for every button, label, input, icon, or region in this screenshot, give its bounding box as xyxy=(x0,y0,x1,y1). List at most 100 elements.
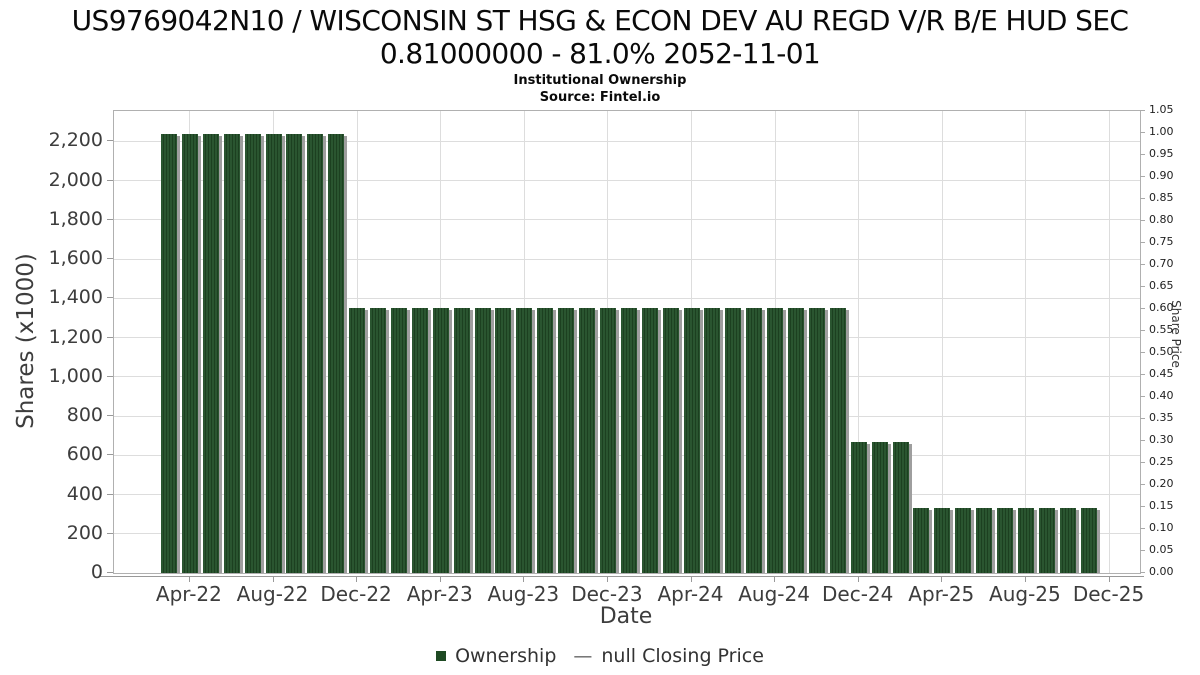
left-tick-mark xyxy=(107,336,113,338)
right-tick-mark xyxy=(1140,308,1145,309)
ownership-bar xyxy=(181,133,198,573)
ownership-bar xyxy=(495,308,512,573)
x-tick-label: Apr-22 xyxy=(155,582,222,606)
right-tick-mark xyxy=(1140,396,1145,397)
right-tick-mark xyxy=(1140,154,1145,155)
left-tick-label: 600 xyxy=(66,443,103,466)
right-tick-label: 0.65 xyxy=(1149,279,1174,292)
x-tick-mark xyxy=(941,577,943,582)
x-tick-mark xyxy=(523,577,525,582)
x-tick-mark xyxy=(1024,577,1026,582)
ownership-bar xyxy=(516,308,533,573)
right-tick-mark xyxy=(1140,176,1145,177)
right-tick-mark xyxy=(1140,506,1145,507)
vertical-gridline xyxy=(1025,111,1027,573)
ownership-bar xyxy=(558,308,575,573)
chart-title-line1: US9769042N10 / WISCONSIN ST HSG & ECON D… xyxy=(71,4,1129,37)
right-tick-label: 1.05 xyxy=(1149,103,1174,116)
ownership-bar xyxy=(1038,508,1055,573)
x-tick-mark xyxy=(272,577,274,582)
horizontal-gridline xyxy=(114,140,1140,142)
x-tick-label: Aug-22 xyxy=(236,582,309,606)
ownership-bar xyxy=(244,133,261,573)
x-tick-label: Apr-24 xyxy=(657,582,724,606)
x-tick-label: Dec-23 xyxy=(571,582,643,606)
x-axis-line xyxy=(100,576,1144,577)
ownership-bar xyxy=(976,508,993,573)
ownership-bar xyxy=(997,508,1013,573)
ownership-bar xyxy=(579,308,595,573)
ownership-bar xyxy=(662,308,679,573)
ownership-bar xyxy=(537,308,554,573)
plot-area xyxy=(113,110,1141,574)
left-tick-mark xyxy=(107,415,113,417)
left-tick-label: 1,400 xyxy=(48,286,103,309)
right-tick-mark xyxy=(1140,462,1145,463)
left-tick-mark xyxy=(107,218,113,220)
x-tick-label: Aug-25 xyxy=(989,582,1061,606)
ownership-bar xyxy=(223,133,240,573)
ownership-bar xyxy=(746,308,763,573)
x-tick-label: Dec-22 xyxy=(320,582,392,606)
right-tick-label: 1.00 xyxy=(1149,125,1174,138)
ownership-bar xyxy=(390,308,407,573)
left-tick-label: 1,200 xyxy=(48,325,103,348)
left-tick-label: 2,200 xyxy=(48,129,103,152)
right-tick-mark xyxy=(1140,418,1145,419)
legend-ownership-swatch-icon xyxy=(436,651,447,661)
ownership-bar xyxy=(286,133,303,573)
left-tick-label: 2,000 xyxy=(48,168,103,191)
ownership-bar xyxy=(725,308,742,573)
right-tick-label: 0.85 xyxy=(1149,191,1174,204)
right-tick-mark xyxy=(1140,242,1145,243)
left-tick-mark xyxy=(107,572,113,573)
right-tick-label: 0.90 xyxy=(1149,169,1174,182)
right-tick-mark xyxy=(1140,484,1145,485)
left-tick-label: 0 xyxy=(90,561,103,583)
left-tick-mark xyxy=(107,532,113,534)
chart-title-line2: 0.81000000 - 81.0% 2052-11-01 xyxy=(379,37,821,70)
right-tick-label: 0.95 xyxy=(1149,147,1174,160)
chart-source-label: Source: Fintel.io xyxy=(539,90,661,105)
chart-subtitle: Institutional Ownership xyxy=(513,73,687,88)
x-tick-mark xyxy=(1108,577,1110,582)
x-tick-label: Dec-24 xyxy=(822,582,894,606)
ownership-bar xyxy=(934,508,951,573)
right-tick-mark xyxy=(1140,440,1145,441)
legend: Ownership — null Closing Price xyxy=(0,645,1200,667)
right-tick-mark xyxy=(1140,572,1145,573)
x-tick-label: Aug-24 xyxy=(738,582,810,606)
horizontal-gridline xyxy=(114,297,1140,299)
vertical-gridline xyxy=(1109,111,1110,573)
horizontal-gridline xyxy=(114,180,1140,182)
ownership-bar xyxy=(453,308,470,573)
right-tick-label: 0.70 xyxy=(1149,257,1174,270)
x-tick-mark xyxy=(857,577,859,582)
ownership-bar xyxy=(788,308,804,573)
ownership-bar xyxy=(829,308,846,573)
left-tick-label: 800 xyxy=(66,404,103,427)
ownership-bar xyxy=(871,441,888,573)
left-tick-mark xyxy=(107,179,113,181)
ownership-bar xyxy=(599,308,616,573)
ownership-bar xyxy=(683,308,700,573)
right-tick-mark xyxy=(1140,330,1145,331)
ownership-bar xyxy=(411,308,428,573)
left-tick-label: 1,800 xyxy=(48,207,103,230)
right-tick-label: 0.30 xyxy=(1149,433,1174,446)
left-tick-label: 400 xyxy=(66,482,103,505)
right-tick-mark xyxy=(1140,352,1145,353)
x-tick-label: Apr-25 xyxy=(908,582,975,606)
ownership-bar xyxy=(913,508,930,573)
right-tick-mark xyxy=(1140,550,1145,551)
x-axis-title: Date xyxy=(599,604,653,629)
x-tick-mark xyxy=(188,577,190,582)
x-tick-mark xyxy=(774,577,776,582)
ownership-bar xyxy=(265,133,282,573)
ownership-bar xyxy=(307,133,324,573)
ownership-bar xyxy=(328,133,345,573)
ownership-bar xyxy=(474,308,491,573)
right-tick-label: 0.75 xyxy=(1149,235,1174,248)
right-tick-label: 0.25 xyxy=(1149,455,1174,468)
